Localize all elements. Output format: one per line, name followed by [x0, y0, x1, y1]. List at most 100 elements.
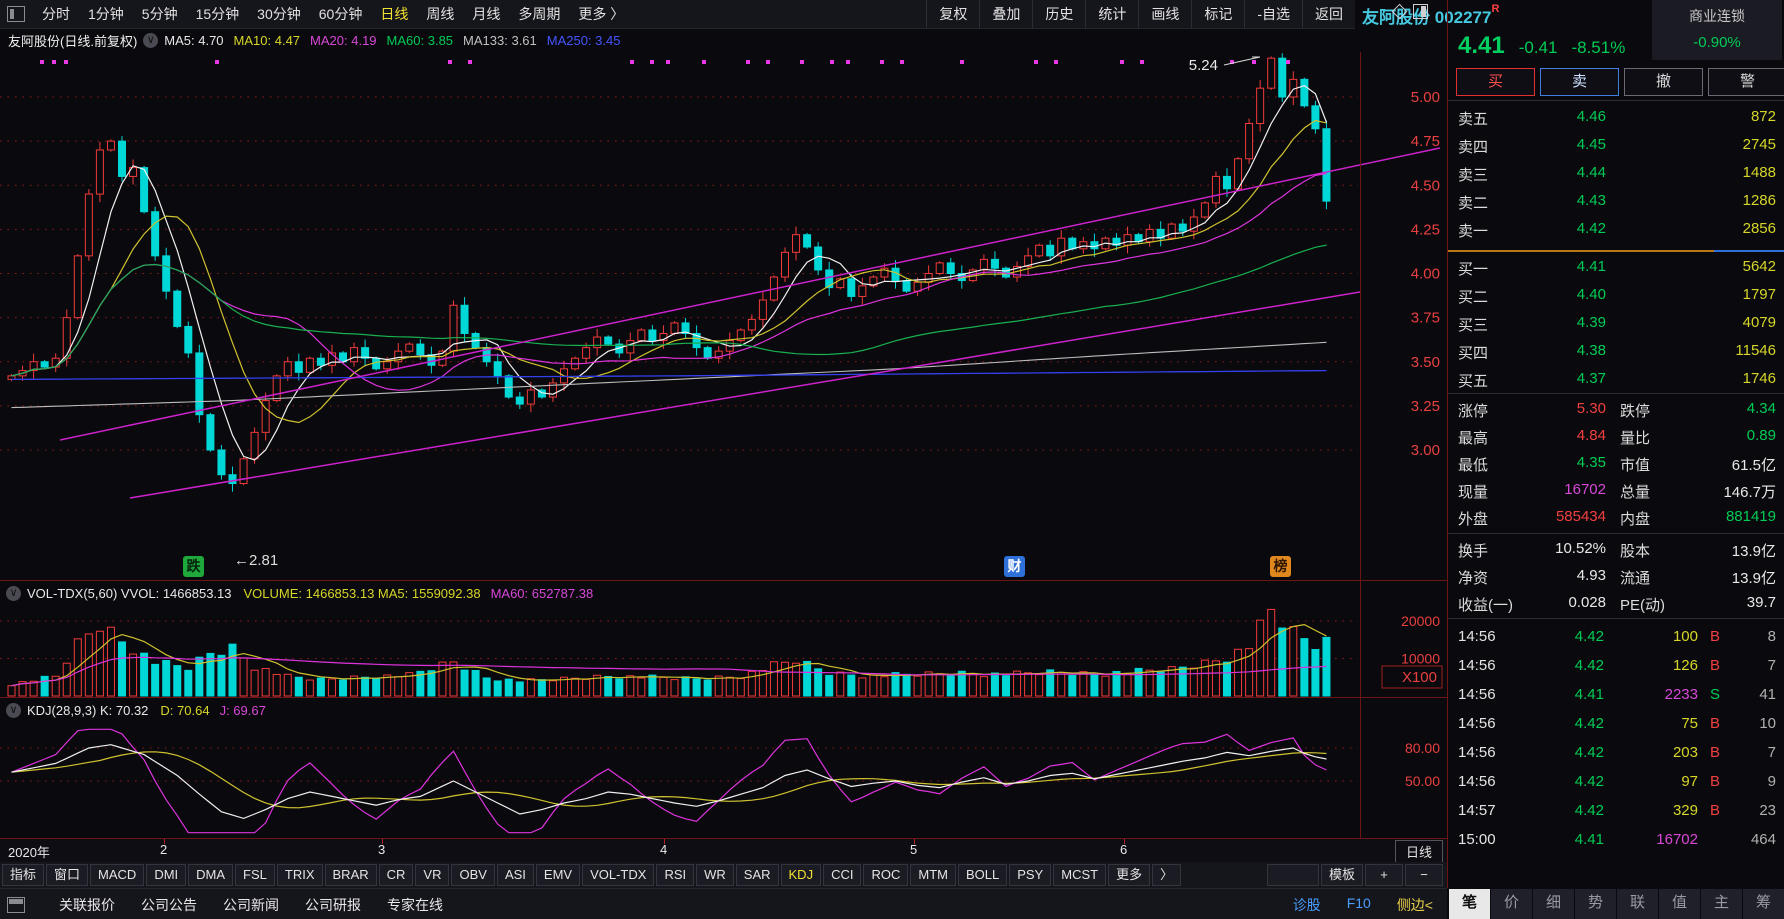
indicator-VR[interactable]: VR	[415, 864, 450, 886]
bottom-link-专家在线[interactable]: 专家在线	[387, 896, 443, 913]
layout-icon[interactable]	[7, 896, 25, 913]
bottom-link-侧边<[interactable]: 侧边<	[1396, 896, 1433, 913]
chevron-down-icon[interactable]: ∨	[143, 32, 159, 48]
period-tab-日线[interactable]: 日线	[380, 6, 409, 22]
indicator-指标[interactable]: 指标	[2, 864, 45, 886]
panel-tabs: 笔价细势联值主筹	[1449, 889, 1784, 919]
kdj-chart[interactable]: 80.00 50.00	[0, 722, 1447, 838]
bottom-link-公司公告[interactable]: 公司公告	[141, 896, 197, 913]
period-tab-更多 〉[interactable]: 更多 〉	[578, 6, 625, 22]
indicator-RSI[interactable]: RSI	[656, 864, 695, 886]
indicator-DMA[interactable]: DMA	[188, 864, 234, 886]
period-tab-1分钟[interactable]: 1分钟	[88, 6, 124, 22]
indicator-PSY[interactable]: PSY	[1009, 864, 1052, 886]
chevron-down-icon[interactable]: ∨	[6, 585, 21, 601]
panel-tab-主[interactable]: 主	[1701, 889, 1742, 919]
tick-time: 14:56	[1458, 657, 1496, 674]
stat-label: 最高	[1458, 430, 1489, 447]
indicator-WR[interactable]: WR	[696, 864, 734, 886]
indicator-TRIX[interactable]: TRIX	[276, 864, 323, 886]
period-tab-周线[interactable]: 周线	[426, 6, 455, 22]
indicator-DMI[interactable]: DMI	[146, 864, 187, 886]
indicator-OBV[interactable]: OBV	[451, 864, 495, 886]
panel-tab-联[interactable]: 联	[1617, 889, 1658, 919]
indicator-ASI[interactable]: ASI	[496, 864, 534, 886]
bottom-link-F10[interactable]: F10	[1346, 894, 1371, 911]
indicator-KDJ[interactable]: KDJ	[780, 864, 822, 886]
tool-画线[interactable]: 画线	[1138, 0, 1191, 28]
kdj-header[interactable]: ∨ KDJ(28,9,3) K: 70.32 D: 70.64 J: 69.67	[0, 697, 1447, 723]
tick-price: 4.41	[1574, 686, 1604, 703]
panel-tab-势[interactable]: 势	[1575, 889, 1616, 919]
indicator-模板[interactable]: 模板	[1320, 864, 1363, 886]
indicator-更多[interactable]: 更多	[1108, 864, 1151, 886]
chart-badge-榜[interactable]: 榜	[1270, 556, 1291, 577]
bottom-link-公司新闻[interactable]: 公司新闻	[223, 896, 279, 913]
diamond-icon[interactable]	[1391, 3, 1408, 20]
window-icon[interactable]	[7, 6, 25, 22]
tick-price: 4.42	[1574, 657, 1604, 674]
indicator-窗口[interactable]: 窗口	[46, 864, 89, 886]
indicator-BRAR[interactable]: BRAR	[324, 864, 377, 886]
indicator-CR[interactable]: CR	[378, 864, 414, 886]
indicator-MCST[interactable]: MCST	[1053, 864, 1107, 886]
trade-button-买[interactable]: 买	[1456, 68, 1535, 96]
trade-button-警[interactable]: 警	[1708, 68, 1784, 96]
tool-叠加[interactable]: 叠加	[979, 0, 1032, 28]
tick-side: S	[1709, 686, 1720, 703]
indicator-EMV[interactable]: EMV	[535, 864, 581, 886]
volume-chart[interactable]: 20000 10000 X100	[0, 604, 1447, 697]
period-tab-5分钟[interactable]: 5分钟	[141, 6, 178, 22]
tick-time: 14:57	[1458, 802, 1496, 819]
tool-复权[interactable]: 复权	[926, 0, 979, 28]
side-panel-toggle-icon[interactable]	[1413, 4, 1428, 19]
chart-tools: 复权 叠加 历史 统计 画线 标记 -自选 返回	[926, 0, 1355, 28]
panel-tab-价[interactable]: 价	[1491, 889, 1532, 919]
tool--自选[interactable]: -自选	[1244, 0, 1302, 28]
panel-tab-笔[interactable]: 笔	[1449, 889, 1490, 919]
book-level-label: 卖二	[1458, 195, 1489, 212]
indicator-ROC[interactable]: ROC	[863, 864, 909, 886]
tool-返回[interactable]: 返回	[1302, 0, 1355, 28]
industry-box[interactable]: 商业连锁 -0.90%	[1652, 0, 1782, 60]
tool-标记[interactable]: 标记	[1191, 0, 1244, 28]
indicator-MACD[interactable]: MACD	[90, 864, 145, 886]
bottom-link-诊股[interactable]: 诊股	[1292, 896, 1321, 913]
trade-button-撤[interactable]: 撤	[1624, 68, 1703, 96]
indicator-VOL-TDX[interactable]: VOL-TDX	[582, 864, 655, 886]
period-tab-60分钟[interactable]: 60分钟	[318, 6, 363, 22]
indicator-CCI[interactable]: CCI	[823, 864, 862, 886]
tick-count: 41	[1759, 686, 1776, 703]
stat-label: 股本	[1620, 543, 1651, 560]
indicator-blank[interactable]	[1266, 864, 1319, 886]
period-tab-15分钟[interactable]: 15分钟	[195, 6, 240, 22]
chevron-down-icon[interactable]: ∨	[6, 703, 21, 718]
period-label[interactable]: 日线	[1394, 840, 1443, 863]
period-tab-30分钟[interactable]: 30分钟	[257, 6, 301, 22]
bottom-link-关联报价[interactable]: 关联报价	[59, 896, 115, 913]
indicator-MTM[interactable]: MTM	[910, 864, 956, 886]
stat-label: 总量	[1620, 484, 1651, 501]
period-tab-分时[interactable]: 分时	[42, 6, 70, 22]
indicator-FSL[interactable]: FSL	[235, 864, 275, 886]
panel-tab-值[interactable]: 值	[1659, 889, 1700, 919]
indicator-SAR[interactable]: SAR	[735, 864, 779, 886]
panel-tab-细[interactable]: 细	[1533, 889, 1574, 919]
indicator-+[interactable]: +	[1365, 864, 1403, 886]
indicator-−[interactable]: −	[1405, 864, 1443, 886]
bottom-link-公司研报[interactable]: 公司研报	[305, 896, 361, 913]
tool-历史[interactable]: 历史	[1032, 0, 1085, 28]
panel-tab-筹[interactable]: 筹	[1743, 889, 1784, 919]
period-tab-多周期[interactable]: 多周期	[518, 6, 561, 22]
tick-time: 14:56	[1458, 715, 1496, 732]
volume-header[interactable]: ∨ VOL-TDX(5,60) VVOL: 1466853.13 VOLUME:…	[0, 580, 1447, 605]
indicator-BOLL[interactable]: BOLL	[957, 864, 1008, 886]
trade-button-卖[interactable]: 卖	[1540, 68, 1619, 96]
period-tab-月线[interactable]: 月线	[472, 6, 501, 22]
chart-badge-财[interactable]: 财	[1004, 556, 1025, 577]
indicator-〉[interactable]: 〉	[1152, 864, 1182, 886]
chart-badge-跌[interactable]: 跌	[183, 556, 204, 577]
tool-统计[interactable]: 统计	[1085, 0, 1138, 28]
book-volume: 1797	[1742, 286, 1776, 303]
main-candlestick-chart[interactable]: 5.00 4.75 4.50 4.25 4.00 3.75 3.50 3.25 3.00 5.24…	[0, 52, 1447, 580]
